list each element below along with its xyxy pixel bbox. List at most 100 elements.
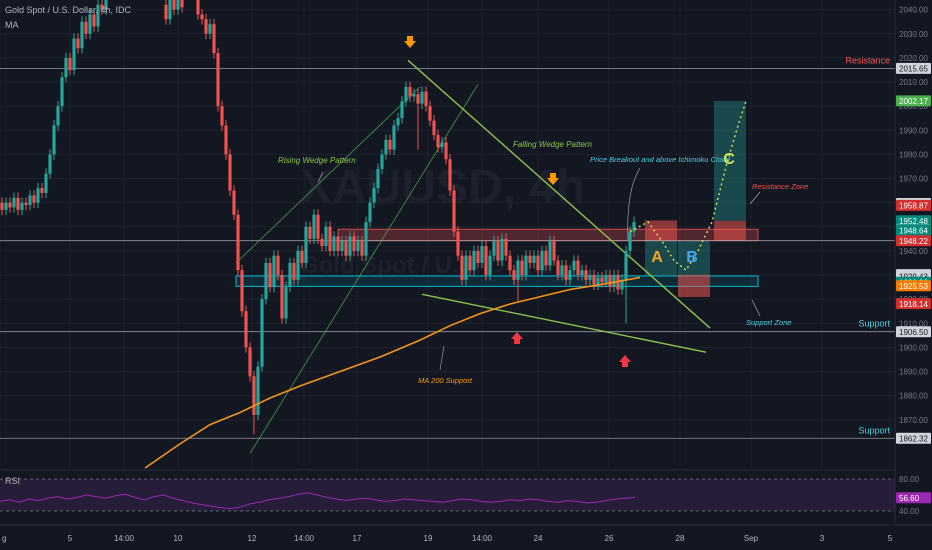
candle-bullish xyxy=(604,275,608,283)
time-tick-label: 19 xyxy=(424,534,433,543)
candle-bearish xyxy=(344,241,348,256)
candle-bullish xyxy=(568,270,572,280)
axis-tick-label: 2030.00 xyxy=(899,30,928,39)
candle-bearish xyxy=(232,190,236,215)
support-zone-box xyxy=(235,275,759,287)
axis-tick-label: 2020.00 xyxy=(899,54,928,63)
ma200-line xyxy=(144,276,641,469)
time-tick-label: 5 xyxy=(888,534,893,543)
time-tick-label: 14:00 xyxy=(472,534,493,543)
candle-bearish xyxy=(100,4,104,10)
candle-bullish xyxy=(48,154,52,174)
rising-wedge-upper-line xyxy=(235,86,421,264)
candle-bullish xyxy=(492,241,496,256)
pointer-line xyxy=(749,191,761,205)
candle-bearish xyxy=(316,214,320,239)
target-box-c-red xyxy=(714,220,746,241)
candle-bullish xyxy=(480,246,484,263)
candle-bearish xyxy=(388,139,392,150)
price-tag xyxy=(896,280,931,292)
candle-bearish xyxy=(444,142,448,160)
candle-bullish xyxy=(60,77,64,107)
candle-bullish xyxy=(524,255,528,276)
candle-bearish xyxy=(600,277,604,283)
candle-bearish xyxy=(76,38,80,49)
candle-bearish xyxy=(216,53,220,107)
candle-bearish xyxy=(320,238,324,247)
candle-bearish xyxy=(292,262,296,280)
candle-bearish xyxy=(228,154,232,191)
candle-bearish xyxy=(196,0,200,15)
time-tick-label: 24 xyxy=(534,534,543,543)
breakout-label: Price Breakout and above Ichimoku Cloud xyxy=(590,155,731,164)
candle-bearish xyxy=(424,91,428,107)
price-tag-label: 2015.65 xyxy=(899,65,928,74)
candle-bullish xyxy=(488,255,492,276)
candle-bullish xyxy=(560,265,564,276)
axis-tick-label: 1870.00 xyxy=(899,416,928,425)
rsi-indicator-label: RSI xyxy=(5,476,21,486)
candle-bearish xyxy=(552,241,556,261)
candle-bearish xyxy=(584,270,588,280)
rising-wedge-lower-line xyxy=(249,84,479,454)
axis-tick-label: 2040.00 xyxy=(899,6,928,15)
candle-bearish xyxy=(0,202,4,210)
candle-bearish xyxy=(520,260,524,276)
wave-b-label: B xyxy=(686,249,698,266)
candle-bearish xyxy=(220,106,224,126)
candle-bullish xyxy=(284,287,288,319)
candle-bullish xyxy=(628,231,632,251)
candle-bearish xyxy=(68,57,72,70)
candle-bearish xyxy=(408,86,412,97)
candle-bullish xyxy=(28,195,32,206)
candle-bearish xyxy=(172,0,176,10)
candle-bearish xyxy=(200,14,204,20)
axis-tick-label: 2000.00 xyxy=(899,102,928,111)
candle-bullish xyxy=(324,226,328,247)
candle-bearish xyxy=(428,106,432,121)
target-box-c-green xyxy=(714,100,746,221)
time-axis: g 5 14:00 10 12 14:00 17 19 14:00 24 26 28 Sep 3 5 xyxy=(0,524,932,543)
candle-bullish xyxy=(420,91,424,104)
annotations: Rising Wedge Pattern Falling Wedge Patter… xyxy=(278,36,808,385)
candle-bullish xyxy=(348,236,352,256)
price-tag xyxy=(896,62,931,74)
price-tag xyxy=(896,235,931,247)
candle-bearish xyxy=(328,226,332,251)
arrow-up-icon xyxy=(511,332,523,344)
axis-tick-label: 1910.00 xyxy=(899,319,928,328)
candle-bullish xyxy=(516,260,520,280)
candle-bullish xyxy=(620,279,624,290)
candle-bearish xyxy=(544,250,548,266)
price-tag xyxy=(896,432,931,444)
ma-indicator-label: MA xyxy=(5,20,19,30)
rsi-current-label: 56.60 xyxy=(899,494,920,503)
target-box-a-green xyxy=(645,240,677,277)
time-tick-label: 14:00 xyxy=(114,534,135,543)
candle-bullish xyxy=(104,0,108,10)
arrow-down-icon xyxy=(404,36,416,48)
price-tag xyxy=(896,95,931,107)
candle-bearish xyxy=(84,21,88,34)
time-tick-label: 26 xyxy=(605,534,614,543)
candle-bearish xyxy=(484,246,488,276)
axis-tick-label: 1940.00 xyxy=(899,247,928,256)
candle-bearish xyxy=(236,214,240,271)
axis-tick-label: 1900.00 xyxy=(899,343,928,352)
arrow-up-icon xyxy=(619,355,631,367)
candle-bearish xyxy=(564,265,568,280)
axis-tick-label: 1990.00 xyxy=(899,126,928,135)
time-tick-label: 10 xyxy=(174,534,183,543)
level-label: Resistance xyxy=(845,55,890,65)
candle-bullish xyxy=(580,270,584,276)
candle-bullish xyxy=(540,250,544,271)
rsi-band xyxy=(0,479,895,511)
candle-bullish xyxy=(532,255,536,263)
candle-bullish xyxy=(296,250,300,280)
candle-bullish xyxy=(548,241,552,266)
candle-bullish xyxy=(464,255,468,280)
level-label: Support xyxy=(858,425,890,435)
candle-bullish xyxy=(312,214,316,239)
